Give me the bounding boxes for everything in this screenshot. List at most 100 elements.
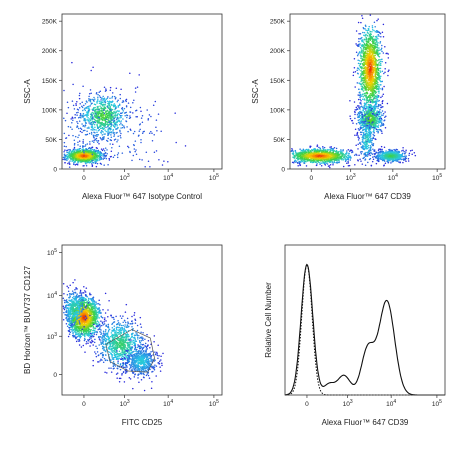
event-dot — [110, 106, 112, 108]
event-dot — [357, 73, 359, 75]
event-dot — [364, 95, 366, 97]
event-dot — [123, 101, 125, 103]
event-dot — [370, 93, 372, 95]
event-dot — [361, 58, 363, 60]
event-dot — [90, 93, 92, 95]
event-dot — [371, 132, 373, 134]
event-dot — [95, 161, 97, 163]
event-dot — [111, 137, 113, 139]
event-dot — [94, 153, 96, 155]
event-dot — [106, 116, 108, 118]
event-dot — [79, 95, 81, 97]
event-dot — [368, 26, 370, 28]
event-dot — [364, 46, 366, 48]
event-dot — [105, 90, 107, 92]
event-dot — [371, 60, 373, 62]
event-dot — [369, 104, 371, 106]
event-dot — [304, 162, 306, 164]
event-dot — [388, 57, 390, 59]
event-dot — [361, 48, 363, 50]
event-dot — [379, 56, 381, 58]
event-dot — [361, 71, 363, 73]
event-dot — [73, 148, 75, 150]
event-dot — [379, 122, 381, 124]
event-dot — [313, 152, 315, 154]
event-dot — [330, 153, 332, 155]
event-dot — [113, 125, 115, 127]
event-dot — [101, 163, 103, 165]
event-dot — [337, 151, 339, 153]
event-dot — [371, 44, 373, 46]
event-dot — [103, 104, 105, 106]
event-dot — [361, 74, 363, 76]
event-dot — [79, 103, 81, 105]
event-dot — [368, 115, 370, 117]
event-dot — [361, 41, 363, 43]
event-dot — [91, 99, 93, 101]
event-dot — [372, 58, 374, 60]
event-dot — [365, 110, 367, 112]
event-dot — [374, 125, 376, 127]
event-dot — [361, 50, 363, 52]
event-dot — [92, 154, 94, 156]
event-dot — [98, 140, 100, 142]
event-dot — [115, 124, 117, 126]
event-dot — [82, 156, 84, 158]
event-dot — [380, 107, 382, 109]
event-dot — [342, 154, 344, 156]
event-dot — [155, 126, 157, 128]
event-dot — [374, 105, 376, 107]
event-dot — [102, 108, 104, 110]
event-dot — [104, 101, 106, 103]
event-dot — [368, 110, 370, 112]
event-dot — [305, 160, 307, 162]
event-dot — [382, 114, 384, 116]
event-dot — [375, 76, 377, 78]
event-dot — [377, 64, 379, 66]
event-dot — [94, 124, 96, 126]
event-dot — [71, 159, 73, 161]
event-dot — [306, 149, 308, 151]
event-dot — [363, 90, 365, 92]
event-dot — [77, 125, 79, 127]
event-dot — [329, 146, 331, 148]
event-dot — [91, 163, 93, 165]
event-dot — [117, 113, 119, 115]
event-dot — [107, 126, 109, 128]
y-tick-label-1-5: 250K — [42, 19, 58, 26]
event-dot — [372, 45, 374, 47]
event-dot — [131, 160, 133, 162]
event-dot — [137, 86, 139, 88]
event-dot — [111, 119, 113, 121]
event-dot — [105, 127, 107, 128]
event-dot — [317, 153, 319, 155]
event-dot — [370, 34, 372, 36]
event-dot — [372, 111, 374, 113]
event-dot — [357, 82, 359, 84]
event-dot — [110, 134, 112, 136]
event-dot — [128, 147, 130, 149]
event-dot — [376, 43, 378, 45]
event-dot — [317, 144, 319, 146]
event-dot — [101, 127, 103, 129]
event-dot — [130, 129, 132, 131]
event-dot — [100, 108, 102, 110]
event-dot — [371, 51, 373, 53]
event-dot — [99, 159, 101, 161]
event-dot — [69, 157, 71, 159]
event-dot — [79, 157, 81, 159]
event-dot — [85, 163, 87, 165]
event-dot — [362, 107, 364, 109]
event-dot — [363, 87, 365, 89]
event-dot — [99, 103, 101, 105]
event-dot — [373, 45, 375, 47]
event-dot — [121, 113, 123, 115]
event-dot — [371, 72, 373, 74]
event-dot — [380, 126, 382, 128]
event-dot — [321, 151, 323, 153]
event-dot — [83, 152, 85, 154]
event-dot — [311, 153, 313, 155]
event-dot — [175, 142, 177, 144]
event-dot — [83, 119, 85, 121]
